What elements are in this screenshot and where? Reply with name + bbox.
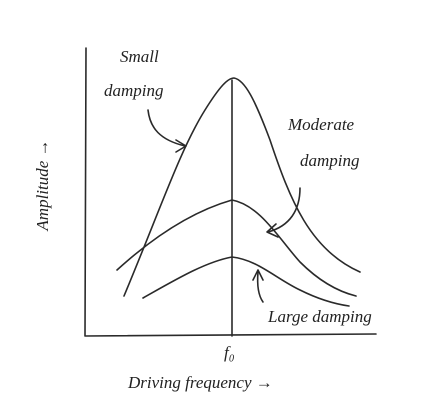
- curve-label: damping: [104, 81, 164, 100]
- curve-label: Moderate: [287, 115, 355, 134]
- diagram: Small damping Moderate damping Large dam…: [0, 0, 422, 412]
- curve-label: damping: [300, 151, 360, 170]
- curve-label: Small: [120, 47, 159, 66]
- x-axis-label: Driving frequency →: [127, 373, 273, 392]
- curve-label: Large damping: [267, 307, 372, 326]
- y-axis-label: Amplitude →: [33, 139, 52, 231]
- background: [0, 0, 422, 412]
- x-marker-label: f₀: [224, 343, 235, 362]
